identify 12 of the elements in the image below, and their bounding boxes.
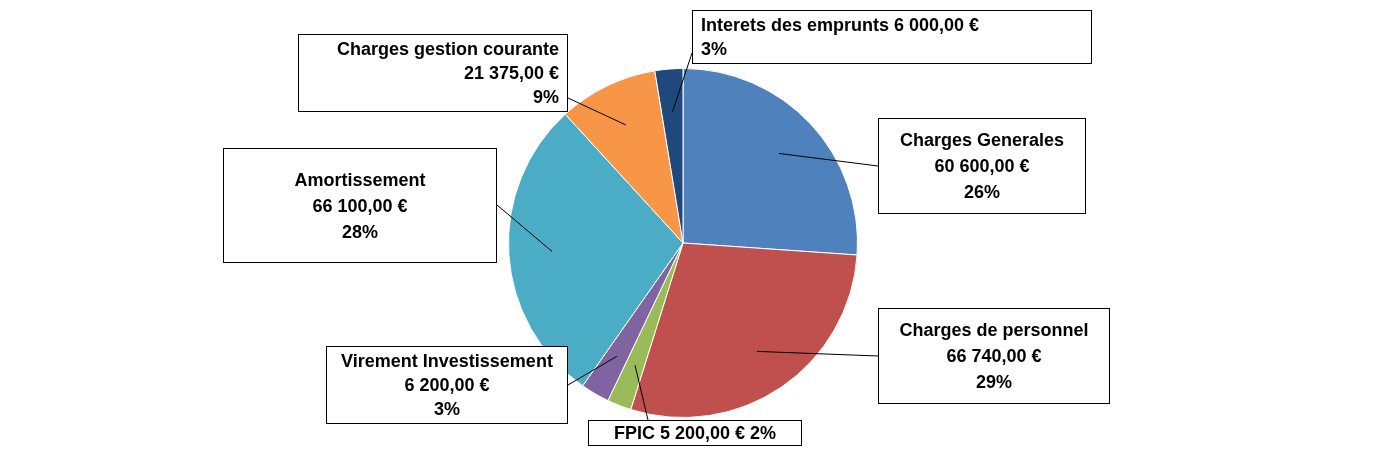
slice-label: Amortissement (294, 168, 426, 192)
data-label: 66 100,00 € 28% (312, 194, 408, 244)
slice-label: Charges de personnel (899, 319, 1089, 342)
slice-label: Charges Generales (899, 129, 1065, 152)
slice-label: Virement Investissement (341, 350, 553, 373)
data-label: 6 200,00 € 3% (404, 374, 490, 421)
data-label: 21 375,00 € 9% (463, 62, 559, 109)
slice-label: Interets des emprunts 6 000,00 € 3% (701, 14, 980, 61)
slice-label: FPIC 5 200,00 € 2% (613, 422, 777, 445)
slice-label: Charges gestion courante (336, 38, 559, 61)
data-label: 60 600,00 € 26% (934, 155, 1030, 204)
data-label: 66 740,00 € 29% (946, 345, 1042, 394)
